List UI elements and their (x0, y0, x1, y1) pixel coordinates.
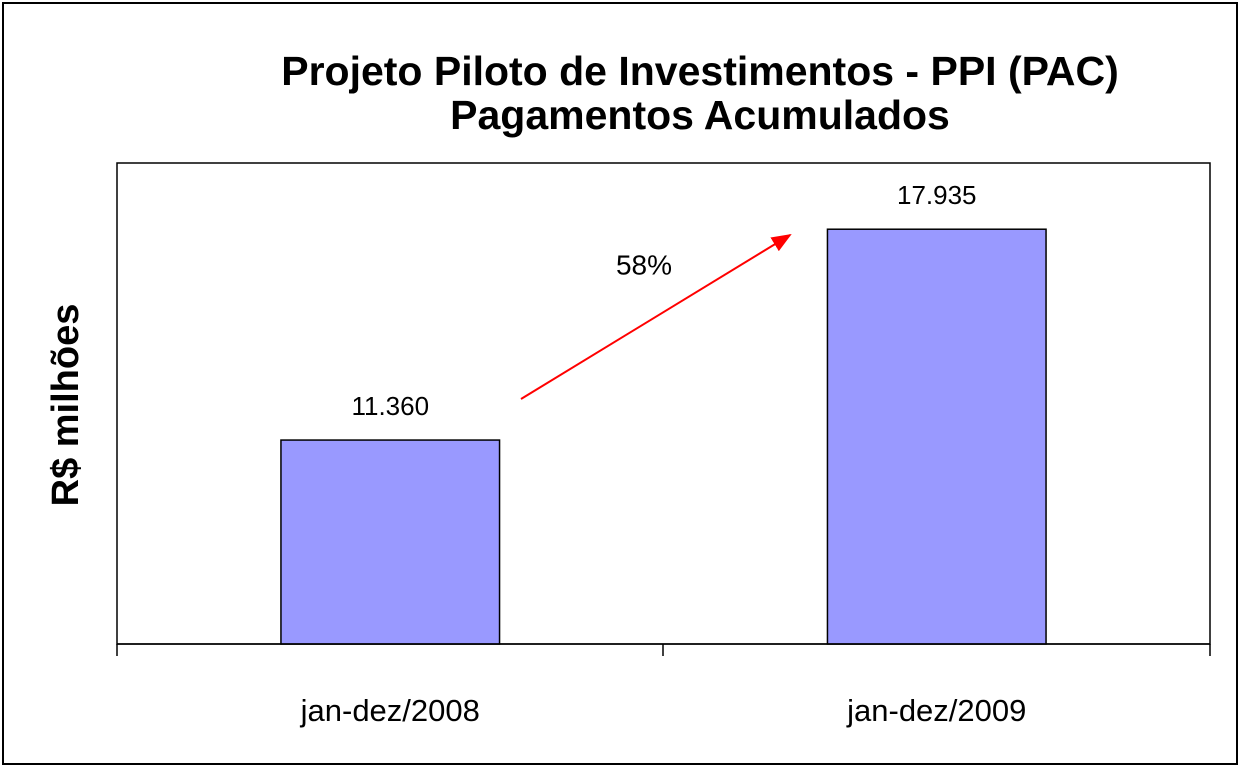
chart-title: Projeto Piloto de Investimentos - PPI (P… (281, 48, 1119, 94)
growth-arrow (520, 233, 792, 400)
value-label: 11.360 (351, 391, 429, 421)
y-axis-label: R$ milhões (45, 304, 87, 507)
bar (826, 228, 1047, 645)
value-label: 17.935 (897, 180, 977, 210)
bars (280, 228, 1047, 645)
bar (280, 439, 501, 645)
x-tick-label: jan-dez/2009 (846, 693, 1026, 728)
x-tick-label: jan-dez/2008 (300, 693, 480, 728)
chart-title: Pagamentos Acumulados (450, 92, 950, 138)
annotation: 58% (616, 249, 672, 280)
